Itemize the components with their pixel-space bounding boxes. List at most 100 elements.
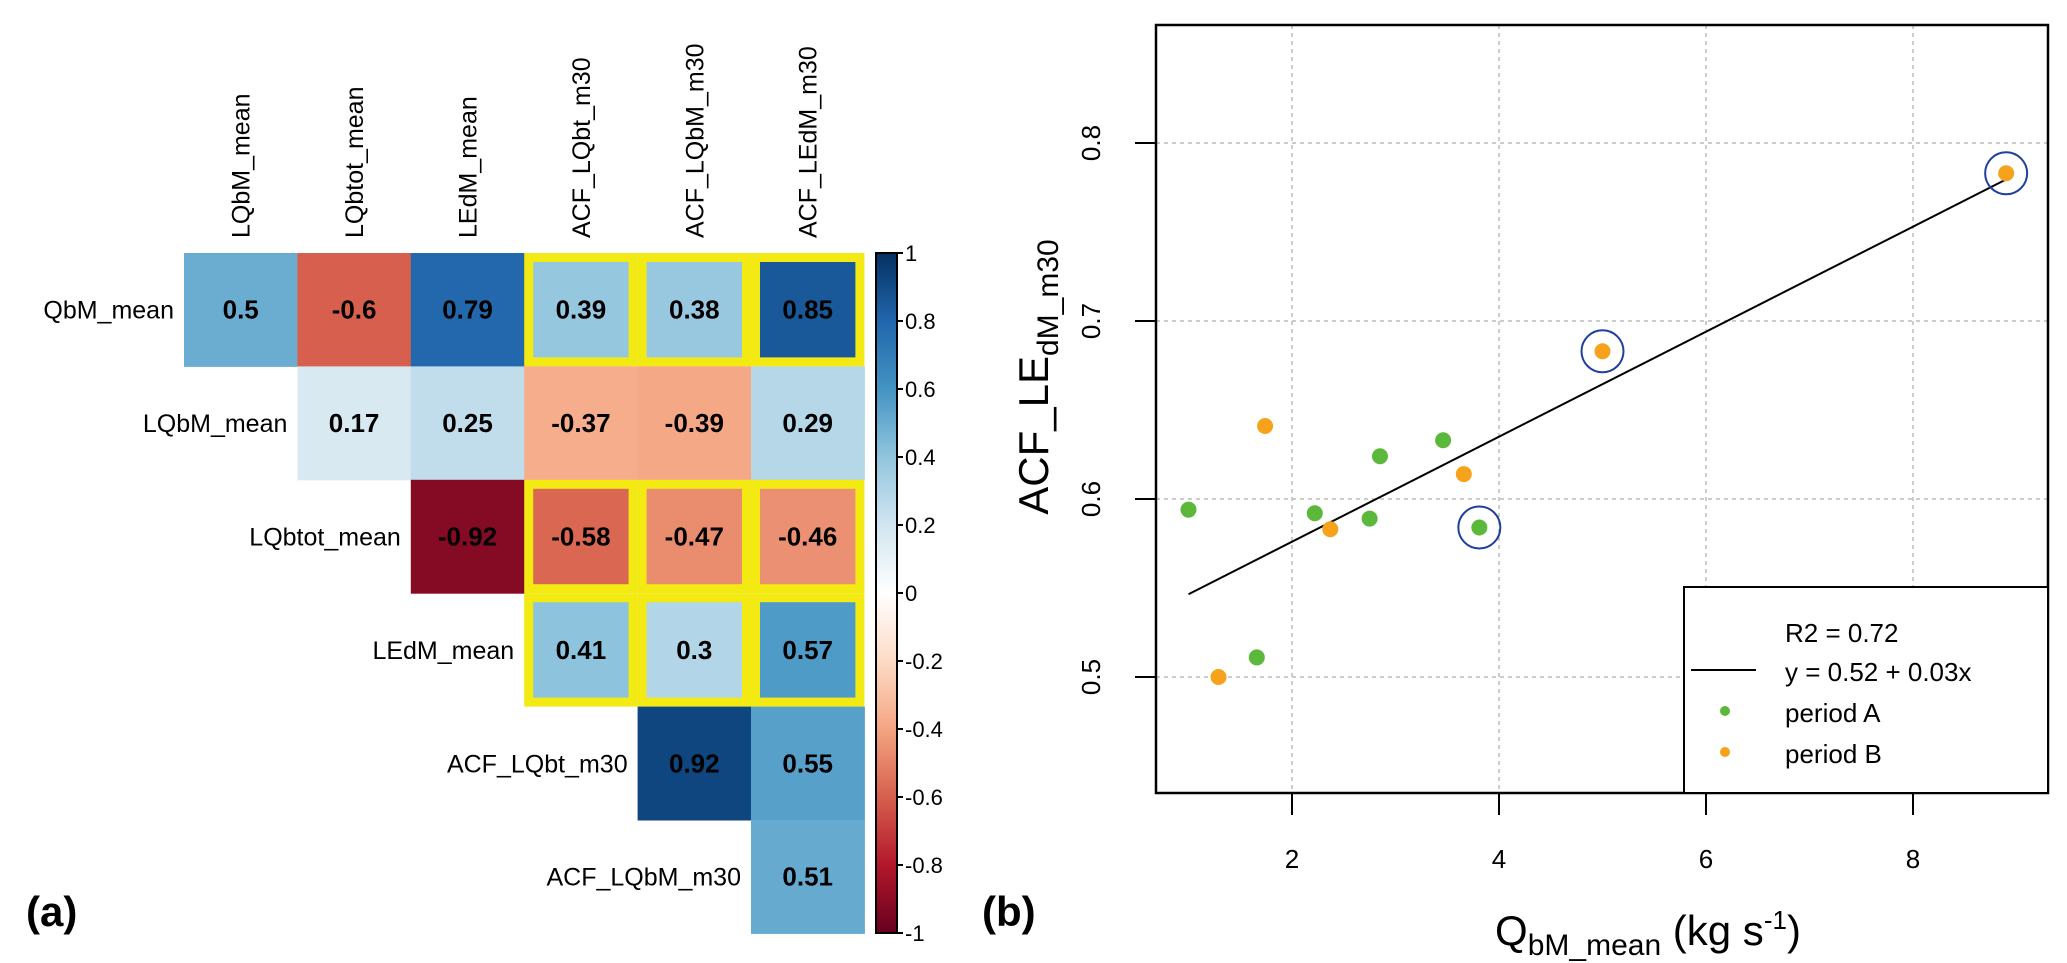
heatmap-cell-label: 0.92 xyxy=(669,748,720,778)
colorbar-tick-label: 0.4 xyxy=(905,445,936,470)
data-point-period-b xyxy=(1322,521,1339,538)
colorbar-tick-label: 0.8 xyxy=(905,309,936,334)
correlation-heatmap: 0.5 -0.6 0.79 0.39 0.38 0.85 0.17 0.25 -0.37 -0.3… xyxy=(43,43,865,934)
data-point-period-b xyxy=(1594,343,1611,360)
y-tick-label: 0.7 xyxy=(1076,303,1106,339)
heatmap-cell-label: -0.92 xyxy=(438,522,497,552)
legend-dot-symbol xyxy=(1720,706,1730,716)
y-tick-label: 0.5 xyxy=(1076,659,1106,695)
heatmap-cell-label: 0.79 xyxy=(442,295,493,325)
column-label: LQbtot_mean xyxy=(341,87,369,239)
row-label: QbM_mean xyxy=(43,297,174,325)
row-label: ACF_LQbt_m30 xyxy=(447,750,628,778)
colorbar-tick-label: 0 xyxy=(905,581,917,606)
legend: R2 = 0.72 y = 0.52 + 0.03x period A period … xyxy=(1683,586,2049,794)
y-tick-label: 0.6 xyxy=(1076,481,1106,517)
data-point-period-a xyxy=(1180,501,1197,518)
colorbar-tick-label: -0.2 xyxy=(905,649,943,674)
x-tick-label: 6 xyxy=(1699,844,1713,874)
x-axis-label: QbM_mean (kg s-1) xyxy=(1495,905,1801,962)
heatmap-cell xyxy=(410,366,525,481)
heatmap-cell-label: 0.3 xyxy=(676,635,712,665)
heatmap-cell xyxy=(751,820,865,934)
heatmap-cell xyxy=(524,366,639,481)
column-label: ACF_LQbM_m30 xyxy=(681,43,709,238)
data-point-period-a xyxy=(1435,432,1452,449)
heatmap-cell-label: 0.5 xyxy=(223,295,259,325)
row-label: ACF_LQbM_m30 xyxy=(546,864,741,892)
heatmap-cell xyxy=(760,262,856,358)
heatmap-cell xyxy=(410,253,525,367)
legend-dot-symbol xyxy=(1720,747,1730,757)
legend-entry-label: period B xyxy=(1785,739,1882,769)
heatmap-cell-label: 0.41 xyxy=(556,635,607,665)
data-point-period-a xyxy=(1471,519,1488,536)
heatmap-cell xyxy=(184,253,298,367)
highlight-circle xyxy=(1984,151,2029,196)
data-point-period-b xyxy=(1210,669,1227,685)
heatmap-cell-label: -0.58 xyxy=(551,522,610,552)
heatmap-cell xyxy=(533,602,629,698)
heatmap-cell xyxy=(533,488,629,585)
legend-entry-label: y = 0.52 + 0.03x xyxy=(1785,657,1971,687)
highlight-circle xyxy=(1457,505,1502,550)
heatmap-cell-label: 0.25 xyxy=(442,408,493,438)
row-label: LQbM_mean xyxy=(143,410,288,438)
data-point-period-a xyxy=(1248,649,1265,666)
data-point-period-a xyxy=(1371,448,1388,465)
heatmap-cell-label: 0.29 xyxy=(782,408,833,438)
heatmap-cell xyxy=(646,488,742,585)
data-point-period-b xyxy=(1257,418,1274,435)
column-label: LQbM_mean xyxy=(228,93,256,238)
column-label: LEdM_mean xyxy=(455,96,483,238)
panel-label-a: (a) xyxy=(26,888,77,935)
heatmap-cell xyxy=(637,366,752,481)
heatmap-cell-label: -0.39 xyxy=(665,408,724,438)
y-axis-label: ACF_LEdM_m30 xyxy=(1010,239,1065,514)
heatmap-cell xyxy=(646,262,742,358)
heatmap-cell-label: 0.85 xyxy=(782,295,833,325)
heatmap-cell xyxy=(646,602,742,698)
heatmap-cell-label: -0.47 xyxy=(665,522,724,552)
data-point-period-b xyxy=(1998,165,2015,182)
column-label: ACF_LQbt_m30 xyxy=(568,57,596,238)
y-tick-label: 0.8 xyxy=(1076,125,1106,161)
data-point-period-a xyxy=(1361,510,1378,527)
heatmap-cell-label: 0.17 xyxy=(329,408,380,438)
row-label: LQbtot_mean xyxy=(249,524,401,552)
row-label: LEdM_mean xyxy=(372,637,514,665)
heatmap-cell xyxy=(297,366,412,481)
colorbar-tick-label: -0.8 xyxy=(905,853,943,878)
heatmap-cell xyxy=(751,366,865,481)
colorbar-tick-label: 0.6 xyxy=(905,377,936,402)
plot-frame xyxy=(1154,23,2050,795)
colorbar-tick-label: -0.4 xyxy=(905,717,943,742)
colorbar-tick-label: -0.6 xyxy=(905,785,943,810)
colorbar-gradient xyxy=(875,252,898,934)
heatmap-cell-label: -0.37 xyxy=(551,408,610,438)
colorbar-tick-label: -1 xyxy=(905,921,925,946)
heatmap-cell-label: 0.39 xyxy=(556,295,607,325)
legend-entry-label: R2 = 0.72 xyxy=(1785,618,1898,648)
heatmap-cell xyxy=(410,479,525,594)
x-tick-label: 8 xyxy=(1906,844,1920,874)
highlight-circle xyxy=(1580,329,1625,374)
heatmap-cell xyxy=(637,706,752,821)
heatmap-cell xyxy=(760,602,856,698)
heatmap-cell-label: -0.46 xyxy=(778,522,837,552)
scatter-plot: 2 4 6 8 0.5 0.6 0.7 0.8 QbM_mean (kg s-1) ACF_LEd… xyxy=(1010,23,2050,962)
heatmap-cell-label: 0.57 xyxy=(782,635,833,665)
legend-box xyxy=(1683,586,2049,794)
heatmap-cell-label: -0.6 xyxy=(332,295,377,325)
heatmap-cell-label: 0.55 xyxy=(782,748,833,778)
regression-line xyxy=(1188,178,2007,596)
heatmap-cell xyxy=(760,488,856,585)
panel-label-b: (b) xyxy=(982,888,1036,935)
column-label: ACF_LEdM_m30 xyxy=(795,46,823,238)
colorbar: 1 0.8 0.6 0.4 0.2 0 -0.2 -0.4 -0.6 -0.8 -1 xyxy=(875,241,943,946)
heatmap-cell xyxy=(533,262,629,358)
legend-entry-label: period A xyxy=(1785,698,1881,728)
colorbar-tick-label: 1 xyxy=(905,241,917,266)
colorbar-tick-label: 0.2 xyxy=(905,513,936,538)
